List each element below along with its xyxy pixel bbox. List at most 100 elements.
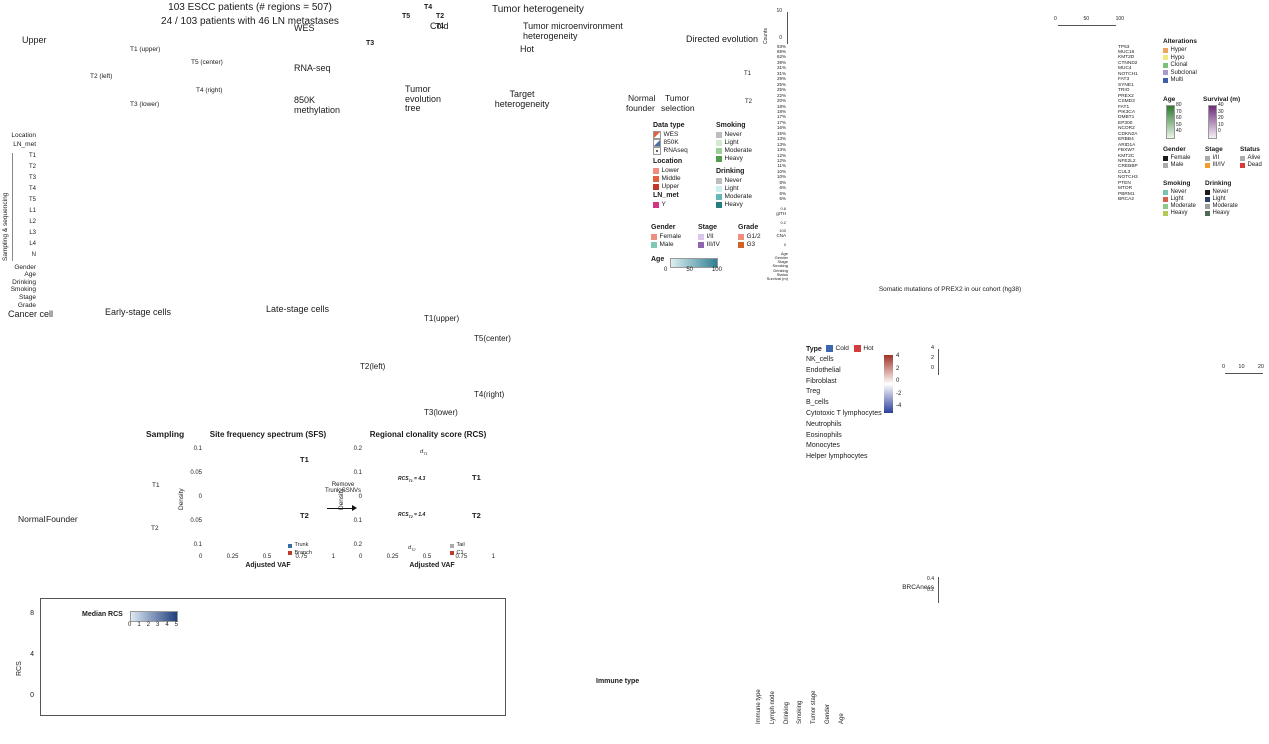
rcs-legend-item-label-1: C1 — [456, 549, 464, 556]
oncoa-gene-11: FAT1 — [1118, 104, 1130, 110]
legend-drinking-item-3: Heavy — [716, 201, 743, 208]
oncoa-pct-5: 31% — [776, 70, 786, 76]
fish-small-t1-label: T1 — [744, 71, 752, 77]
clonal-structure-canvas — [557, 465, 854, 670]
oncoa-anno-2: Stage — [777, 259, 788, 265]
legend-drinking-item-1: Light — [716, 185, 739, 192]
oncoa-pct-17: 13% — [776, 136, 786, 142]
legend-smoking-item-3: Heavy — [716, 155, 743, 162]
matrix-row-location: Location — [11, 131, 36, 139]
fish-t1-label: T1 — [152, 482, 160, 489]
brcaness-label: BRCAness — [902, 584, 934, 591]
sfs-legend-item-1: Branch — [288, 550, 312, 557]
hot-label: Hot — [520, 44, 535, 54]
oncoa-legend-status-item-label-0: Alive — [1247, 155, 1261, 161]
oncoa-pct-6: 29% — [776, 76, 786, 82]
brcaness-tick-02: 0.2 — [927, 587, 934, 593]
rcs-t2-score: RCST2 = 1.4 — [398, 512, 426, 519]
oncoa-legend-alterations-item-label-3: Subclonal — [1170, 69, 1197, 76]
oncoprint-a-track1-label: gITH — [776, 211, 786, 216]
clonal-col-tumor-stage: Tumor stage — [811, 690, 818, 724]
oncoa-pct-9: 22% — [776, 92, 786, 98]
fish-t2-label: T2 — [151, 525, 159, 532]
legend-gender-title: Gender — [651, 224, 676, 231]
oncoa-pct-27: 6% — [779, 190, 786, 196]
legend-stage-item-0: I/II — [698, 233, 714, 240]
oncoprint-h-grid-canvas — [940, 377, 1195, 573]
legend-chip — [1163, 196, 1168, 202]
oncoa-legend-drinking-item-0: Never — [1205, 189, 1229, 195]
rcs-ytick-2: 0 — [358, 494, 362, 500]
sfs-ytick-3: 0.05 — [190, 518, 202, 524]
legend-chip — [1163, 189, 1168, 195]
oncoa-legend-smoking-item-label-1: Light — [1170, 196, 1184, 202]
legend-datatype-item-1: 850K — [653, 139, 679, 147]
oncoa-legend-gender-item-label-1: Male — [1170, 162, 1184, 168]
oncoa-legend-drinking-item-label-2: Moderate — [1212, 203, 1238, 209]
founder-label: founder — [626, 103, 655, 113]
legend-datatype-title: Data type — [653, 122, 685, 129]
rcs-xtick-2: 0.5 — [422, 554, 432, 560]
matrix-row-lnmet: LN_met — [13, 140, 36, 148]
oncoa-age-tick-1: 70 — [1176, 108, 1182, 115]
legend-chip — [653, 139, 661, 147]
legend-datatype-item-0: WES — [653, 131, 678, 139]
legend-chip — [738, 241, 744, 248]
oncoa-legend-smoking-item-0: Never — [1163, 189, 1187, 195]
clonal-col-gender: Gender — [825, 703, 831, 724]
oncoa-pct-11: 18% — [776, 103, 786, 109]
tumor-t4-label: T4 (right) — [196, 87, 223, 94]
tree-caption: Tumor evolution tree — [405, 84, 442, 114]
oncoa-survival-tick-2: 20 — [1218, 115, 1224, 122]
oncoa-gene-20: KMT2C — [1118, 153, 1135, 159]
rcs-ylabel: Density — [338, 488, 345, 510]
legend-drinking-item-0: Never — [716, 177, 742, 184]
oncoa-pct-10: 20% — [776, 98, 786, 104]
oncoa-legend-smoking-item-label-3: Heavy — [1170, 210, 1188, 216]
legend-gender-item-label-1: Male — [659, 241, 674, 248]
oncoa-gene-6: FAT3 — [1118, 77, 1130, 83]
legend-drinking-item-label-0: Never — [724, 177, 742, 184]
oncoprint-a-track2-tick-bot: 0 — [783, 242, 786, 247]
tumor-t1-label: T1 (upper) — [130, 46, 161, 53]
oncoa-gene-5: NOTCH1 — [1118, 71, 1138, 77]
immune-colorbar-tick-2: 0 — [896, 378, 900, 384]
cross-t3-label: T3(lower) — [424, 408, 458, 417]
clonal-legend-immune-t-title: Immune type — [596, 678, 640, 685]
oncoprint-a-gith-track-canvas — [790, 208, 1056, 228]
directed-evolution-label: Directed evolution — [686, 34, 759, 44]
oncoa-legend-alterations-item-label-0: Hyper — [1170, 47, 1187, 53]
oncoprint-a-right-axis-100: 100 — [1115, 16, 1124, 22]
oncoa-pct-7: 25% — [776, 81, 786, 87]
median-rcs-legend-label: Median RCS — [82, 611, 123, 618]
legend-lnmet-item-label-0: Y — [661, 201, 666, 208]
oncoa-gene-26: MTOR — [1118, 186, 1133, 192]
immune-colorbar-tick-1: 2 — [896, 365, 900, 372]
oncoprint-a-rightbars-canvas — [1058, 46, 1116, 204]
legend-chip — [450, 551, 454, 556]
oncoprint-a-track1-tick-top: 0.6 — [780, 206, 786, 211]
oncoprint-a-topbars-canvas — [790, 12, 1056, 44]
sampling-label: Sampling — [146, 429, 185, 439]
oncoprint-a-counts-tick-0: 0 — [779, 35, 782, 41]
clonal-col-immune-type: Immune type — [756, 689, 762, 724]
oncoa-gene-16: CDKN2A — [1118, 131, 1138, 137]
oncoprint-a-caption: Somatic mutations of PREX2 in our cohort… — [878, 286, 1022, 293]
median-rcs-ytick-4: 4 — [30, 651, 34, 658]
assay-wes-label: WES — [294, 23, 315, 33]
clonal-col-smoking: Smoking — [797, 700, 804, 724]
sampling-matrix-canvas — [38, 133, 630, 309]
cancer-cell-label: Cancer cell — [8, 309, 54, 319]
legend-grade-item-label-1: G3 — [746, 241, 756, 248]
legend-location-title: Location — [653, 158, 683, 165]
tumor-t5-label: T5 (center) — [191, 59, 223, 66]
oncoa-legend-alterations-item-label-2: Clonal — [1170, 62, 1188, 68]
oncoa-gene-4: MUC4 — [1118, 66, 1132, 72]
legend-chip — [1163, 203, 1168, 209]
oncoa-pct-18: 13% — [776, 141, 786, 147]
matrix-row-T4: T4 — [28, 186, 36, 192]
oncoa-gene-0: TP53 — [1118, 44, 1130, 50]
mrcs-tick-1: 1 — [137, 622, 141, 628]
legend-lnmet-title: LN_met — [653, 192, 679, 199]
oncoa-legend-smoking-item-2: Moderate — [1163, 203, 1196, 209]
